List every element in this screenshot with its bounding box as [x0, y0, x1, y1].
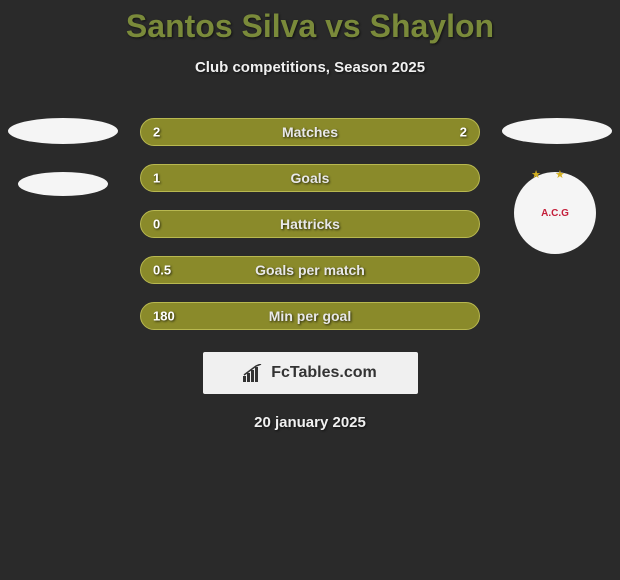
stat-right-value: 2 [460, 125, 467, 140]
stat-row-hattricks: 0 Hattricks [140, 210, 480, 238]
stat-bar: 1 Goals [140, 164, 480, 192]
stat-bar: 0 Hattricks [140, 210, 480, 238]
page-subtitle: Club competitions, Season 2025 [0, 59, 620, 76]
stat-left-value: 180 [153, 309, 175, 324]
stat-bar: 0.5 Goals per match [140, 256, 480, 284]
stat-row-matches: 2 Matches 2 [140, 118, 480, 146]
stat-label: Goals per match [255, 262, 365, 278]
stat-left-value: 0.5 [153, 263, 171, 278]
stat-label: Goals [291, 170, 330, 186]
stat-left-value: 1 [153, 171, 160, 186]
page-title: Santos Silva vs Shaylon [0, 0, 620, 45]
watermark-text: FcTables.com [271, 364, 377, 382]
watermark-badge: FcTables.com [203, 352, 418, 394]
stat-left-value: 0 [153, 217, 160, 232]
stat-row-goals-per-match: 0.5 Goals per match [140, 256, 480, 284]
stat-label: Matches [282, 124, 338, 140]
date-text: 20 january 2025 [0, 414, 620, 431]
stat-bar: 180 Min per goal [140, 302, 480, 330]
infographic-container: Santos Silva vs Shaylon Club competition… [0, 0, 620, 431]
stat-label: Min per goal [269, 308, 351, 324]
stat-label: Hattricks [280, 216, 340, 232]
stats-section: 2 Matches 2 1 Goals 0 Hattricks 0.5 Goal… [0, 118, 620, 330]
stat-row-goals: 1 Goals [140, 164, 480, 192]
chart-icon [243, 364, 265, 382]
stat-bar: 2 Matches 2 [140, 118, 480, 146]
stat-row-min-per-goal: 180 Min per goal [140, 302, 480, 330]
stat-left-value: 2 [153, 125, 160, 140]
